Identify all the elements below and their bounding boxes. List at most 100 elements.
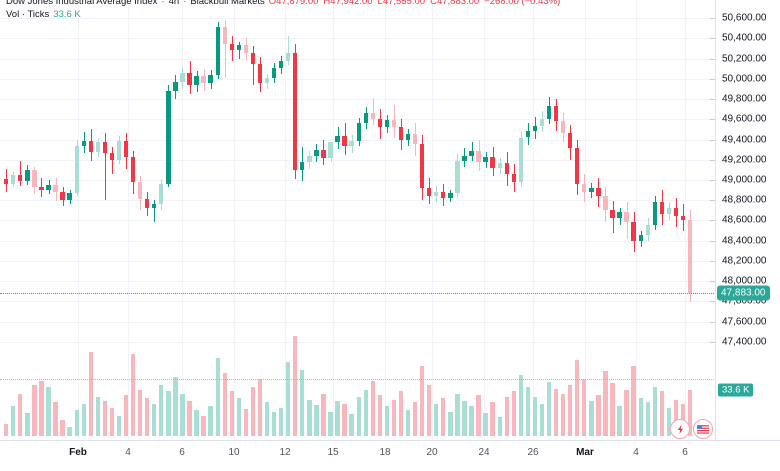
volume-bar xyxy=(377,395,383,436)
candle-body xyxy=(497,162,502,168)
time-gridline xyxy=(333,0,334,440)
legend-separator-1: · xyxy=(161,0,165,7)
time-gridline xyxy=(685,0,686,440)
price-tick-label: 50,400.00 xyxy=(722,32,767,44)
volume-bar xyxy=(109,407,115,436)
candle-body xyxy=(81,140,86,146)
candle-body xyxy=(469,150,474,156)
volume-bar xyxy=(39,380,44,436)
time-axis[interactable]: Feb 4 6 10 12 15 18 20 24 26 Mar 4 6 xyxy=(0,440,780,471)
ohlc-change: −268.00 (−0.43%) xyxy=(484,0,561,7)
time-gridline xyxy=(182,0,183,440)
candle-body xyxy=(278,60,284,68)
time-gridline xyxy=(128,0,129,440)
volume-bar xyxy=(448,411,453,436)
volume-bar xyxy=(631,365,636,436)
volume-bar xyxy=(412,402,418,436)
candle-body xyxy=(441,192,446,199)
price-gridline xyxy=(0,321,716,323)
corner-badges xyxy=(670,419,713,439)
last-price-badge[interactable]: 47,883.00 xyxy=(718,286,769,300)
price-tick-label: 48,600.00 xyxy=(722,214,767,226)
time-tick-label: Feb xyxy=(69,447,87,458)
price-gridline xyxy=(0,159,716,161)
volume-bar xyxy=(455,394,460,436)
price-axis[interactable]: 50,600.00 50,400.00 50,200.00 50,000.00 49,8… xyxy=(710,0,780,440)
candle-body xyxy=(264,77,270,83)
broker-name[interactable]: Blackbull Markets xyxy=(190,0,265,7)
price-tick-label: 49,200.00 xyxy=(722,154,767,166)
candle-body xyxy=(603,196,608,211)
volume-indicator-label[interactable]: Vol · Ticks xyxy=(6,9,50,20)
candle-body xyxy=(257,63,263,83)
price-tick-label: 48,400.00 xyxy=(722,235,767,247)
chart-plot-area[interactable] xyxy=(0,0,716,440)
candle-wick xyxy=(238,42,240,59)
volume-bar xyxy=(497,417,502,436)
candle-body xyxy=(560,121,566,134)
volume-bar xyxy=(391,399,397,436)
chart-interval[interactable]: 4h xyxy=(168,0,180,7)
volume-bar xyxy=(596,395,601,436)
candle-body xyxy=(293,52,298,170)
volume-bar xyxy=(102,400,108,436)
time-tick-label: 12 xyxy=(279,447,291,458)
volume-bar xyxy=(490,402,495,436)
last-volume-badge[interactable]: 33.6 K xyxy=(718,383,754,397)
candle-body xyxy=(582,184,587,193)
price-tick-dash xyxy=(710,38,715,40)
price-tick-dash xyxy=(710,78,715,80)
volume-bar xyxy=(215,357,220,436)
volume-bar xyxy=(575,360,580,436)
candle-body xyxy=(335,136,340,142)
volume-bar xyxy=(617,406,622,436)
volume-bar xyxy=(342,403,347,436)
volume-bar xyxy=(95,396,101,436)
volume-bar xyxy=(434,403,439,436)
volume-bar xyxy=(60,419,65,436)
candle-body xyxy=(137,182,143,200)
volume-bar xyxy=(518,375,524,436)
price-tick-dash xyxy=(710,260,715,262)
volume-bar xyxy=(208,406,213,436)
price-tick-label: 50,000.00 xyxy=(722,73,767,85)
symbol-name[interactable]: Dow Jones Industrial Average Index xyxy=(6,0,158,7)
volume-bar xyxy=(18,394,23,436)
candle-body xyxy=(286,52,291,61)
candle-body xyxy=(427,188,432,197)
volume-bar xyxy=(673,399,679,436)
time-tick-label: 6 xyxy=(682,447,688,458)
candle-body xyxy=(314,149,319,156)
volume-bar xyxy=(666,407,672,436)
volume-bar xyxy=(610,383,615,436)
volume-bar xyxy=(137,390,143,436)
volume-bar xyxy=(363,390,368,436)
volume-bar xyxy=(74,410,79,436)
legend-symbol-row: Dow Jones Industrial Average Index · 4h … xyxy=(6,0,560,7)
price-tick-dash xyxy=(710,18,715,20)
candle-body xyxy=(384,120,390,128)
ohlc-high: H47,942.00 xyxy=(323,0,373,7)
time-gridline xyxy=(285,0,286,440)
volume-bar xyxy=(504,396,509,436)
candle-body xyxy=(159,184,164,205)
candle-body xyxy=(152,204,157,209)
us-flag-icon[interactable] xyxy=(693,419,713,439)
candle-body xyxy=(116,140,122,160)
price-tick-dash xyxy=(710,99,715,101)
volume-bar xyxy=(370,380,375,436)
candle-body xyxy=(25,169,30,181)
price-tick-dash xyxy=(710,119,715,121)
volume-bar xyxy=(638,398,643,436)
candle-body xyxy=(39,187,44,191)
volume-bar xyxy=(81,403,86,436)
candle-body xyxy=(687,220,693,293)
candle-body xyxy=(271,67,277,78)
volume-bar xyxy=(553,388,559,436)
lightning-bolt-icon[interactable] xyxy=(670,419,690,439)
price-gridline xyxy=(0,260,716,262)
candle-body xyxy=(363,113,368,124)
time-gridline xyxy=(484,0,485,440)
candle-body xyxy=(187,72,192,85)
candle-body xyxy=(53,185,58,193)
